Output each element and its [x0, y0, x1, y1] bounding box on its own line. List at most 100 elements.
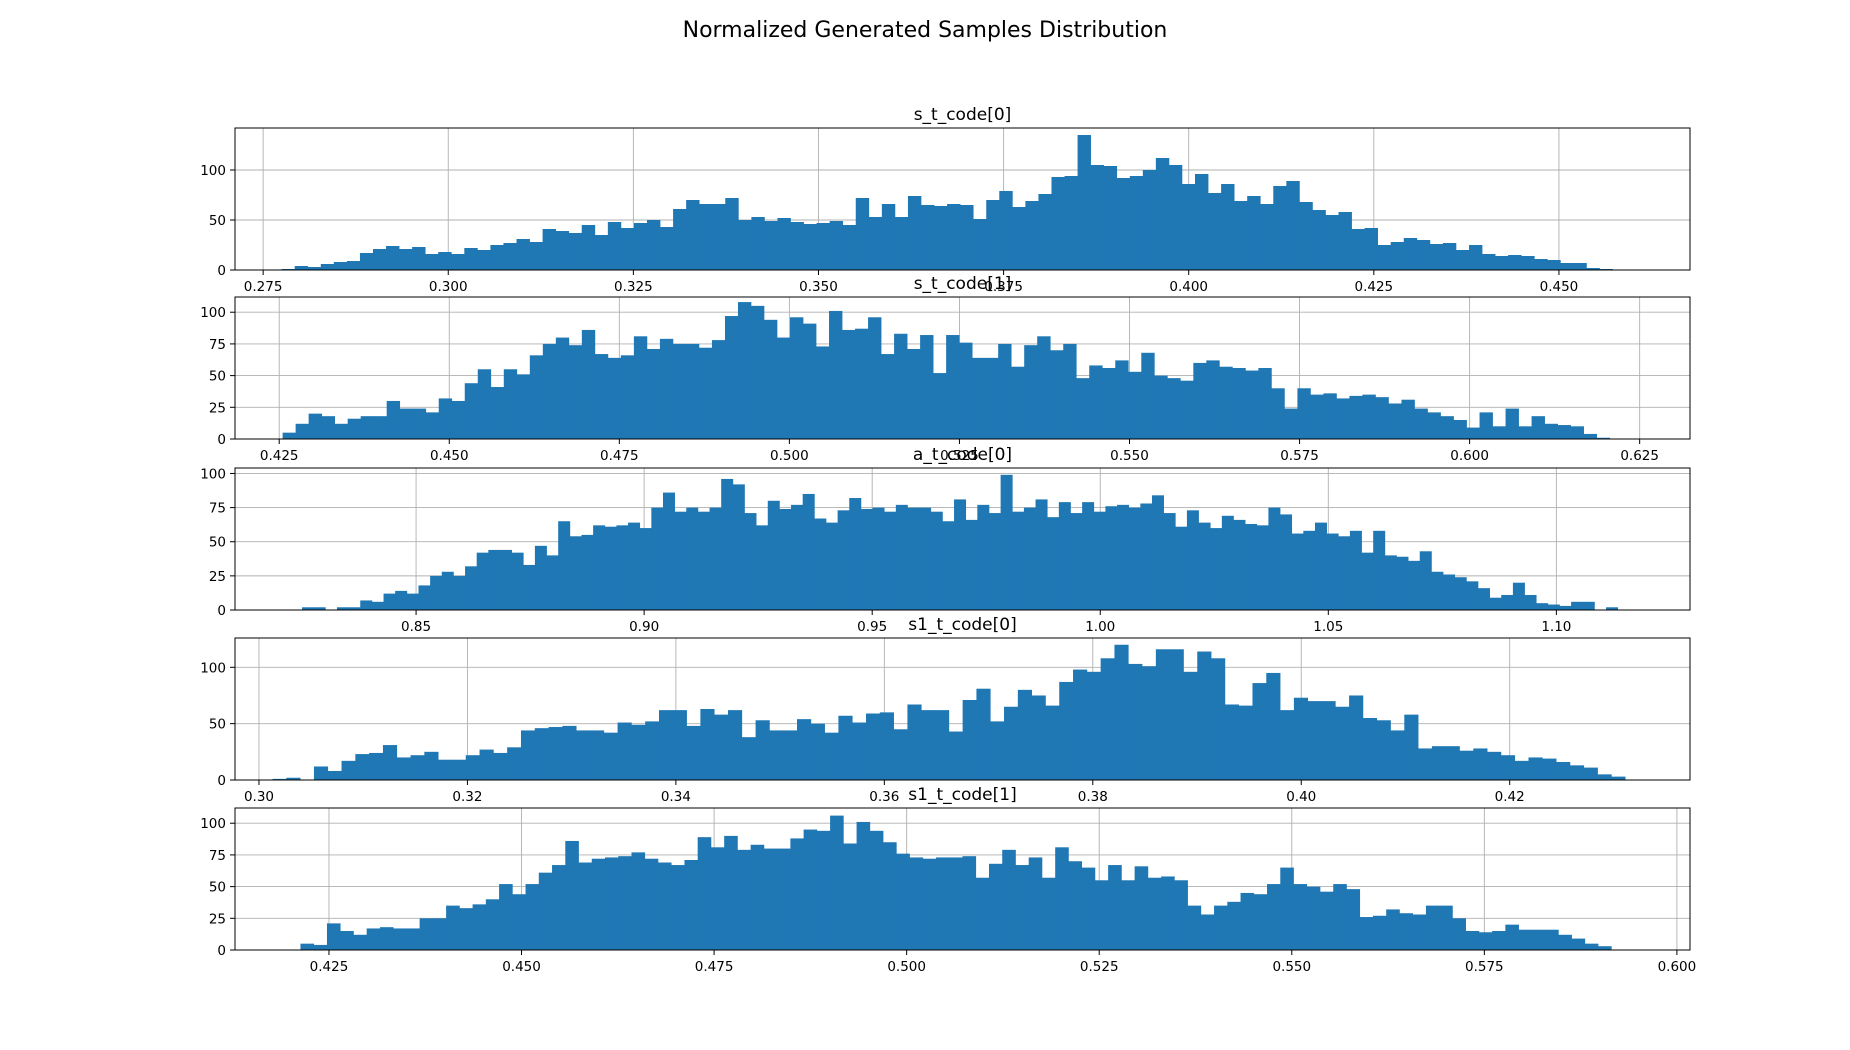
histogram-bar: [986, 200, 1000, 270]
histogram-bar: [790, 838, 804, 950]
histogram-bar: [1090, 165, 1105, 270]
histogram-bar: [883, 842, 897, 950]
histogram-bar: [1306, 886, 1321, 950]
histogram-bar: [1151, 495, 1164, 610]
histogram-bar: [830, 815, 844, 950]
subplot-1: 0.275 0.300 0.325 0.350 0.375 0.400 0.425 0.450…: [200, 105, 1691, 295]
histogram-bar: [1134, 866, 1149, 950]
y-tick-label: 100: [200, 163, 226, 179]
histogram-bar: [1505, 408, 1519, 439]
histogram-bar: [1364, 228, 1379, 270]
histogram-bars: [302, 474, 1619, 610]
histogram-bar: [1418, 748, 1433, 780]
histogram-bar: [849, 498, 862, 610]
axes-frame: [234, 807, 1691, 951]
histogram-bar: [1388, 403, 1402, 439]
histogram-bar: [366, 928, 381, 950]
histogram-bar: [1000, 474, 1013, 610]
histogram-bar: [1128, 507, 1141, 610]
histogram-bar: [424, 751, 439, 780]
histogram-bar: [1115, 360, 1129, 439]
histogram-bar: [1114, 644, 1129, 780]
histogram-bar: [534, 728, 549, 780]
histogram-bar: [1070, 513, 1083, 610]
x-tick-label: 0.90: [629, 619, 659, 635]
histogram-bar: [386, 246, 400, 270]
histogram-bar: [1012, 207, 1026, 270]
histogram-bar: [767, 500, 780, 610]
histogram-bar: [591, 858, 606, 950]
histogram-bar: [604, 526, 617, 610]
histogram-bar: [503, 369, 518, 439]
histogram-bar: [453, 575, 466, 610]
histogram-bar: [603, 732, 618, 780]
histogram-bar: [425, 254, 439, 270]
histogram-bar: [631, 852, 646, 950]
x-tick-label: 0.375: [984, 279, 1023, 295]
histogram-bar: [568, 345, 583, 439]
histogram-bar: [777, 218, 791, 270]
histogram-bar: [658, 710, 674, 780]
histogram-bar: [960, 205, 974, 270]
histogram-bar: [464, 248, 478, 270]
histogram-bar: [1559, 605, 1572, 610]
subplot-4: 0.30 0.32 0.34 0.36 0.38 0.40 0.42 0 50 100 s1_t_c…: [200, 615, 1691, 805]
histogram-bar: [1140, 503, 1153, 610]
histogram-bar: [1247, 196, 1261, 270]
histogram-bar: [1403, 238, 1418, 270]
histogram-bar: [920, 205, 935, 270]
histogram-bar: [1081, 867, 1096, 950]
histogram-bar: [777, 337, 791, 439]
histogram-bar: [1401, 399, 1415, 439]
histogram-bar: [441, 571, 454, 610]
y-tick-label: 75: [209, 848, 226, 864]
histogram-bar: [868, 217, 883, 270]
histogram-bar: [686, 200, 700, 270]
histogram-bar: [1059, 681, 1074, 780]
x-tick-label: 0.575: [1280, 448, 1319, 464]
histogram-bar: [1252, 683, 1267, 780]
histogram-bar: [1492, 930, 1506, 950]
histogram-bar: [738, 220, 752, 270]
histogram-bar: [1512, 582, 1525, 610]
histogram-bar: [1268, 507, 1281, 610]
histogram-bar: [334, 423, 349, 439]
histogram-bar: [1058, 502, 1071, 610]
histogram-bar: [1206, 360, 1220, 439]
histogram-bar: [1280, 514, 1293, 610]
histogram-bar: [907, 348, 921, 439]
x-tick-label: 0.525: [940, 448, 979, 464]
histogram-bar: [371, 601, 384, 610]
histogram-bar: [843, 843, 857, 950]
histogram-bar: [1338, 536, 1351, 610]
histogram-bar: [1453, 419, 1467, 439]
histogram-bar: [1495, 256, 1509, 270]
histogram-bar: [438, 759, 453, 780]
histogram-bar: [1208, 193, 1222, 270]
histogram-bar: [1129, 176, 1144, 270]
histogram-bar: [842, 225, 857, 270]
histogram-bar: [922, 858, 937, 950]
histogram-bar: [852, 722, 867, 780]
histogram-bar: [814, 518, 827, 610]
histogram-bar: [326, 923, 341, 950]
histogram-bar: [1105, 506, 1118, 610]
y-tick-label: 0: [217, 432, 226, 448]
histogram-bar: [1155, 649, 1171, 780]
histogram-bar: [346, 261, 361, 270]
histogram-bar: [797, 719, 812, 780]
x-tick-label: 0.95: [857, 619, 887, 635]
histogram-bar: [451, 254, 465, 270]
histogram-bar: [1598, 946, 1612, 950]
histogram-bar: [451, 759, 467, 780]
histogram-bar: [977, 504, 990, 610]
histogram-bar: [1175, 526, 1188, 610]
histogram-bar: [1193, 362, 1207, 439]
x-tick-label: 0.275: [244, 279, 283, 295]
histogram-bar: [538, 872, 553, 950]
histogram-bar: [1121, 880, 1135, 950]
histogram-bar: [1047, 517, 1060, 610]
histogram-bar: [1211, 658, 1226, 780]
histogram-bar: [894, 333, 908, 439]
histogram-bar: [633, 336, 648, 439]
